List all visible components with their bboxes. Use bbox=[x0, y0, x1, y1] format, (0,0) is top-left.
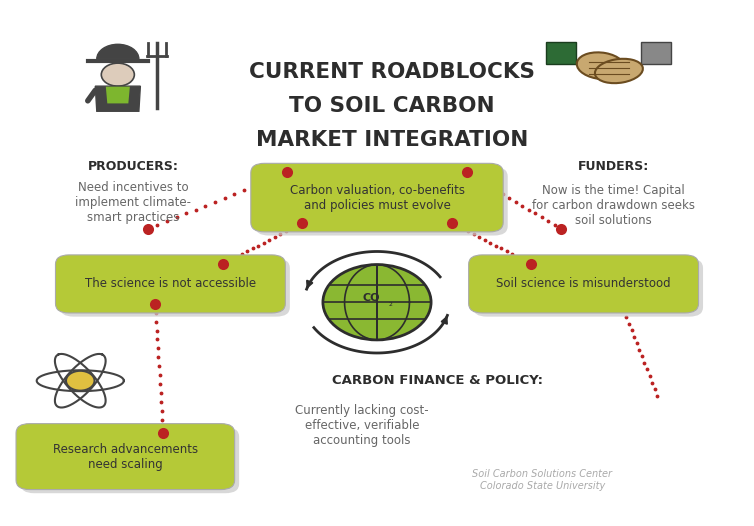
Text: MARKET INTEGRATION: MARKET INTEGRATION bbox=[256, 130, 529, 150]
FancyBboxPatch shape bbox=[546, 42, 576, 64]
Text: Research advancements
need scaling: Research advancements need scaling bbox=[53, 442, 198, 471]
Ellipse shape bbox=[595, 59, 643, 83]
FancyBboxPatch shape bbox=[20, 427, 239, 493]
Polygon shape bbox=[95, 86, 140, 112]
FancyBboxPatch shape bbox=[56, 255, 285, 313]
Polygon shape bbox=[106, 87, 130, 104]
Circle shape bbox=[101, 63, 134, 86]
Text: Currently lacking cost-
effective, verifiable
accounting tools: Currently lacking cost- effective, verif… bbox=[295, 403, 429, 447]
Text: Carbon valuation, co-benefits
and policies must evolve: Carbon valuation, co-benefits and polici… bbox=[290, 184, 464, 211]
Text: PRODUCERS:: PRODUCERS: bbox=[87, 160, 178, 173]
Circle shape bbox=[66, 371, 94, 391]
FancyBboxPatch shape bbox=[474, 259, 703, 317]
FancyBboxPatch shape bbox=[256, 167, 507, 236]
FancyBboxPatch shape bbox=[16, 423, 234, 490]
Text: Soil science is misunderstood: Soil science is misunderstood bbox=[496, 277, 671, 290]
Text: Need incentives to
implement climate-
smart practices: Need incentives to implement climate- sm… bbox=[75, 181, 191, 224]
Text: FUNDERS:: FUNDERS: bbox=[578, 160, 649, 173]
Text: TO SOIL CARBON: TO SOIL CARBON bbox=[290, 96, 495, 116]
Text: ₂: ₂ bbox=[388, 298, 393, 308]
FancyBboxPatch shape bbox=[642, 42, 672, 64]
FancyBboxPatch shape bbox=[60, 259, 290, 317]
Text: Soil Carbon Solutions Center
Colorado State University: Soil Carbon Solutions Center Colorado St… bbox=[472, 469, 612, 491]
Ellipse shape bbox=[577, 53, 625, 79]
Text: The science is not accessible: The science is not accessible bbox=[85, 277, 256, 290]
Circle shape bbox=[323, 265, 431, 340]
FancyBboxPatch shape bbox=[469, 255, 698, 313]
Text: CO: CO bbox=[362, 293, 380, 303]
Text: CURRENT ROADBLOCKS: CURRENT ROADBLOCKS bbox=[249, 62, 535, 82]
Text: Now is the time! Capital
for carbon drawdown seeks
soil solutions: Now is the time! Capital for carbon draw… bbox=[532, 184, 695, 227]
Text: CARBON FINANCE & POLICY:: CARBON FINANCE & POLICY: bbox=[332, 374, 543, 387]
FancyBboxPatch shape bbox=[251, 164, 503, 232]
Wedge shape bbox=[97, 44, 139, 59]
